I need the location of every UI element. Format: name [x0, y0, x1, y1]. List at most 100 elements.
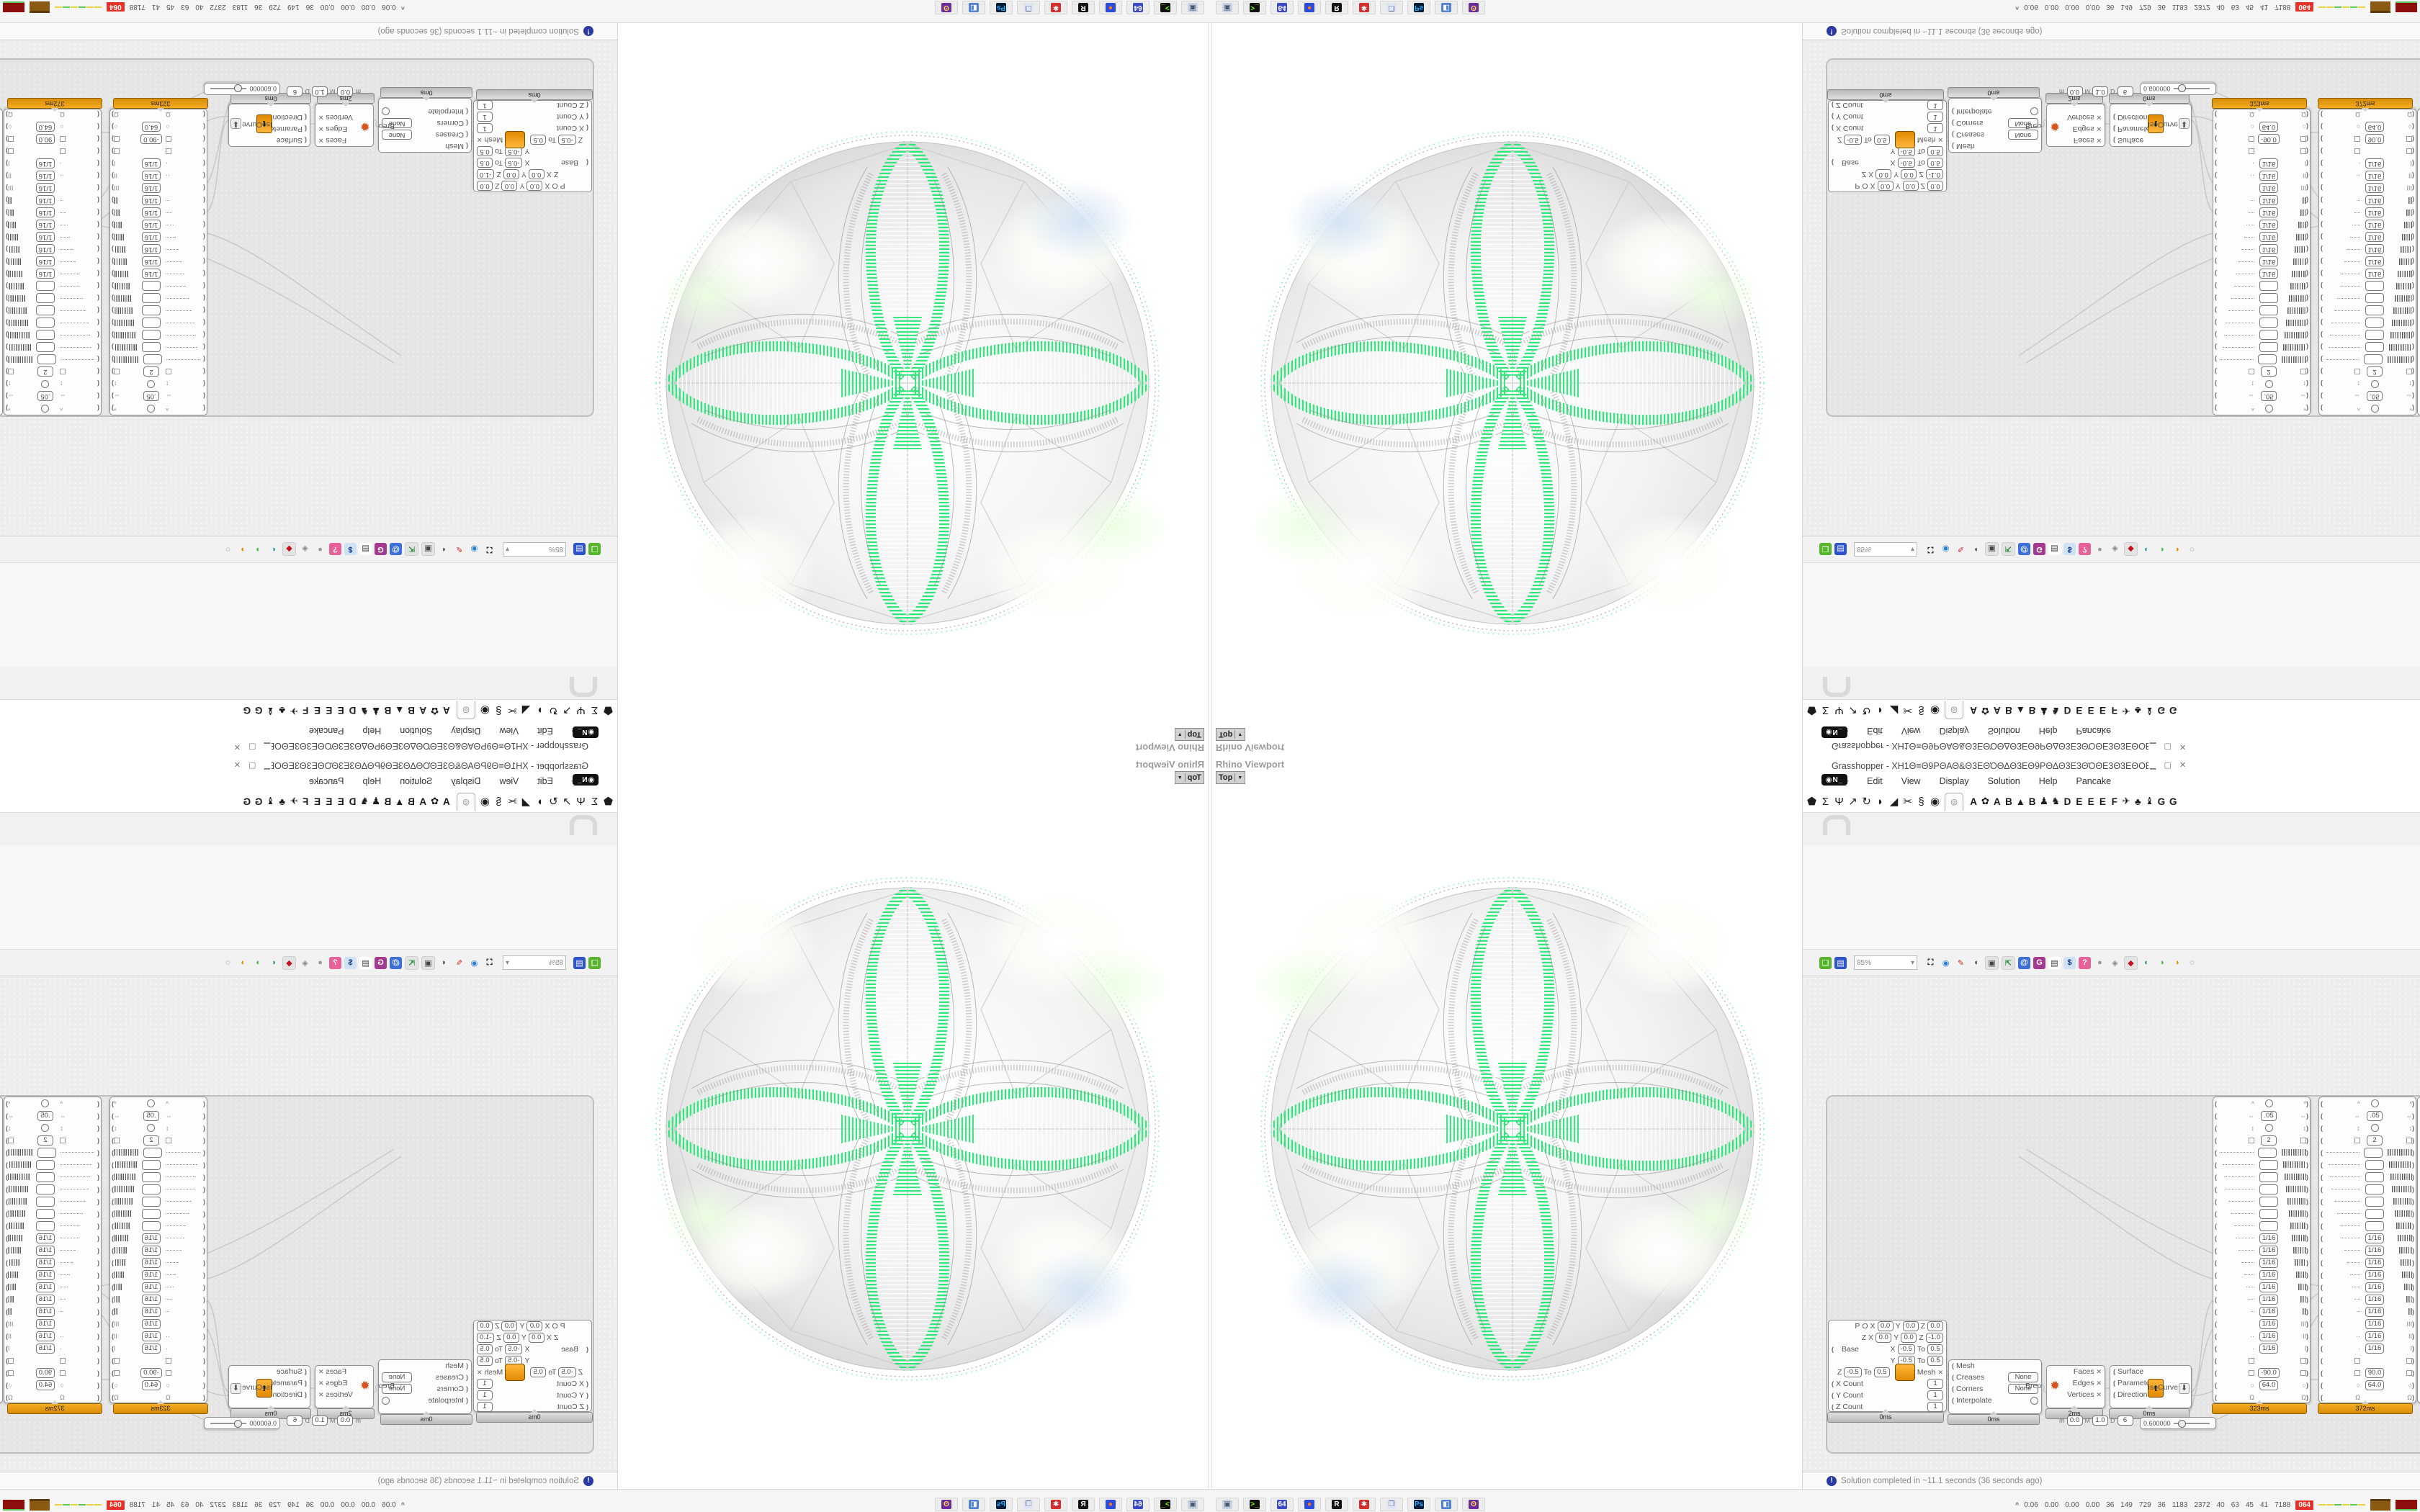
- value-box[interactable]: -0.5: [558, 1367, 576, 1377]
- value-box[interactable]: 1: [477, 123, 493, 133]
- value-box[interactable]: 0.5: [1873, 1367, 1890, 1377]
- open-file-icon[interactable]: ❏: [1819, 543, 1832, 556]
- tray-chevron-icon[interactable]: ^: [400, 4, 405, 11]
- toggle-circle[interactable]: [147, 405, 156, 413]
- sets-tab-icon[interactable]: Ψ: [576, 704, 586, 717]
- value-box[interactable]: 1/16: [2259, 195, 2279, 206]
- value-box[interactable]: 64.0: [35, 1380, 55, 1390]
- node-tall-component-left[interactable]: (^ *)(⇔ .05 ⇔)(↕ ↕)(2)()()()()()()()(1/16)(1…: [109, 1097, 208, 1414]
- value-box[interactable]: [36, 281, 55, 292]
- rhino-viewport[interactable]: Rhino Viewport Top ▼: [601, 23, 1210, 756]
- plugin-tab-11[interactable]: E: [314, 796, 321, 807]
- toggle-square[interactable]: [2406, 1369, 2412, 1376]
- save-file-icon[interactable]: ▤: [1834, 543, 1847, 556]
- value-box[interactable]: -0.5: [1897, 158, 1915, 168]
- value-box[interactable]: -1.0: [477, 1333, 495, 1343]
- value-box[interactable]: 1: [1927, 112, 1943, 122]
- vector-tab-icon[interactable]: ↗: [1848, 796, 1857, 808]
- zoom-extents-icon[interactable]: ⛶: [486, 958, 493, 967]
- plugin-tab-5[interactable]: B: [2028, 705, 2036, 716]
- viewport-tab-dropdown-icon[interactable]: ▼: [1237, 775, 1243, 780]
- value-box[interactable]: 1/16: [2365, 256, 2385, 267]
- plugin-tab-13[interactable]: ✈: [290, 706, 298, 716]
- diamond-red-icon[interactable]: ◆: [2124, 955, 2138, 970]
- value-box[interactable]: [36, 1208, 55, 1219]
- value-box[interactable]: [2259, 318, 2278, 328]
- value-box[interactable]: 0.5: [477, 1344, 493, 1354]
- value-box[interactable]: 1/16: [141, 1233, 161, 1243]
- plugin-tab-9[interactable]: E: [2076, 796, 2083, 807]
- selection-dashed-icon[interactable]: ◌: [225, 958, 230, 967]
- zoom-extents-icon[interactable]: ⛶: [1927, 545, 1934, 554]
- value-box[interactable]: -1.0: [1925, 1333, 1943, 1343]
- toggle-square[interactable]: [166, 1357, 171, 1364]
- value-box[interactable]: 1/16: [2259, 1331, 2279, 1341]
- params-tab-icon[interactable]: ⬟: [1806, 704, 1817, 716]
- value-box[interactable]: [2365, 318, 2384, 328]
- plugin-tab-17[interactable]: G: [243, 705, 251, 716]
- value-box[interactable]: -0.5: [505, 1344, 523, 1354]
- app-photoshop[interactable]: Ps: [1407, 1498, 1430, 1511]
- value-box[interactable]: 1: [477, 1390, 493, 1400]
- camera-icon[interactable]: ◖: [1973, 958, 1978, 967]
- surface-tab-icon[interactable]: ◗: [1876, 795, 1884, 808]
- preview-eye-icon[interactable]: ◉: [1942, 544, 1950, 554]
- display-tab-icon[interactable]: ◉: [1930, 704, 1940, 716]
- app-owl[interactable]: ʘ: [935, 1, 958, 14]
- toggle-circle[interactable]: [2030, 1396, 2038, 1405]
- plugin-tab-4[interactable]: ▲: [394, 796, 405, 807]
- plugin-tab-16[interactable]: G: [2157, 796, 2166, 807]
- save-file-icon[interactable]: ▤: [1834, 956, 1847, 969]
- gha-icon[interactable]: G: [2033, 543, 2045, 556]
- value-box[interactable]: 1/16: [35, 256, 55, 267]
- value-box[interactable]: 1/16: [2365, 269, 2385, 279]
- curve-tab-icon[interactable]: ↻: [549, 796, 558, 808]
- cookie-icon[interactable]: @: [2018, 956, 2030, 969]
- window-control-buttons[interactable]: ▁ ▢ ✕: [230, 761, 270, 770]
- plugin-tab-3[interactable]: B: [2005, 705, 2012, 716]
- preview-wire-icon[interactable]: ◐: [2144, 545, 2149, 554]
- menu-edit[interactable]: Edit: [1867, 726, 1883, 736]
- toggle-square[interactable]: [166, 1369, 171, 1376]
- plugin-tab-12[interactable]: F: [302, 705, 309, 716]
- gh-canvas[interactable]: P O X 0.0 Y 0.0 Z 0.0 Z X 0.0 Y 0.0 Z -1.0(Base X -0.5 To…: [1803, 976, 2420, 1472]
- value-box[interactable]: 1/16: [2259, 171, 2279, 181]
- value-box[interactable]: 1/16: [35, 1257, 55, 1268]
- plugin-tab-8[interactable]: D: [2063, 796, 2071, 807]
- value-box[interactable]: 1/16: [2259, 256, 2279, 267]
- app-floppy-64[interactable]: 64: [1270, 1, 1294, 14]
- value-box[interactable]: 1/16: [35, 232, 55, 243]
- open-file-icon[interactable]: ❏: [588, 956, 601, 969]
- value-box[interactable]: 1/16: [141, 220, 161, 230]
- finder-icon[interactable]: $: [344, 543, 357, 556]
- transform-tab-icon[interactable]: §: [1918, 795, 1924, 808]
- menu-display[interactable]: Display: [451, 776, 481, 786]
- sketch-pen-icon[interactable]: ✎: [1957, 544, 1965, 554]
- value-box[interactable]: [36, 318, 55, 328]
- node-mini-params[interactable]: m 0.0 M 1.0 D 6: [287, 1416, 361, 1426]
- diamond-white-icon[interactable]: ◈: [2112, 958, 2118, 968]
- value-box[interactable]: -0.5: [558, 135, 576, 145]
- node-mini-params[interactable]: m 0.0 M 1.0 D 6: [2059, 1416, 2133, 1426]
- value-box[interactable]: 1/16: [35, 244, 55, 255]
- value-box[interactable]: [36, 1159, 55, 1170]
- plugin-tab-9[interactable]: E: [2076, 705, 2083, 716]
- app-red-gear[interactable]: ✱: [1044, 1, 1067, 14]
- plugin-tab-14[interactable]: ♣: [279, 796, 286, 807]
- value-box[interactable]: [142, 1184, 161, 1194]
- value-box[interactable]: 64.0: [2365, 1380, 2385, 1390]
- toggle-circle[interactable]: [41, 405, 50, 413]
- canvas-zoom-dropdown-icon[interactable]: ▾: [1910, 545, 1914, 554]
- value-box[interactable]: 1/16: [141, 1343, 161, 1354]
- value-box[interactable]: 1/16: [2259, 1257, 2279, 1268]
- toggle-square[interactable]: [2300, 136, 2306, 143]
- plugin-tab-3[interactable]: B: [408, 705, 415, 716]
- plugin-tab-15[interactable]: ♝: [2145, 706, 2154, 716]
- toggle-square[interactable]: [60, 136, 66, 143]
- menu-help[interactable]: Help: [2038, 726, 2058, 736]
- value-box[interactable]: 2: [2367, 1135, 2383, 1146]
- plugin-tab-7[interactable]: ♞: [2051, 706, 2061, 716]
- toggle-circle[interactable]: [41, 1124, 50, 1132]
- toggle-square[interactable]: [2249, 369, 2254, 375]
- app-photoshop[interactable]: Ps: [990, 1, 1013, 14]
